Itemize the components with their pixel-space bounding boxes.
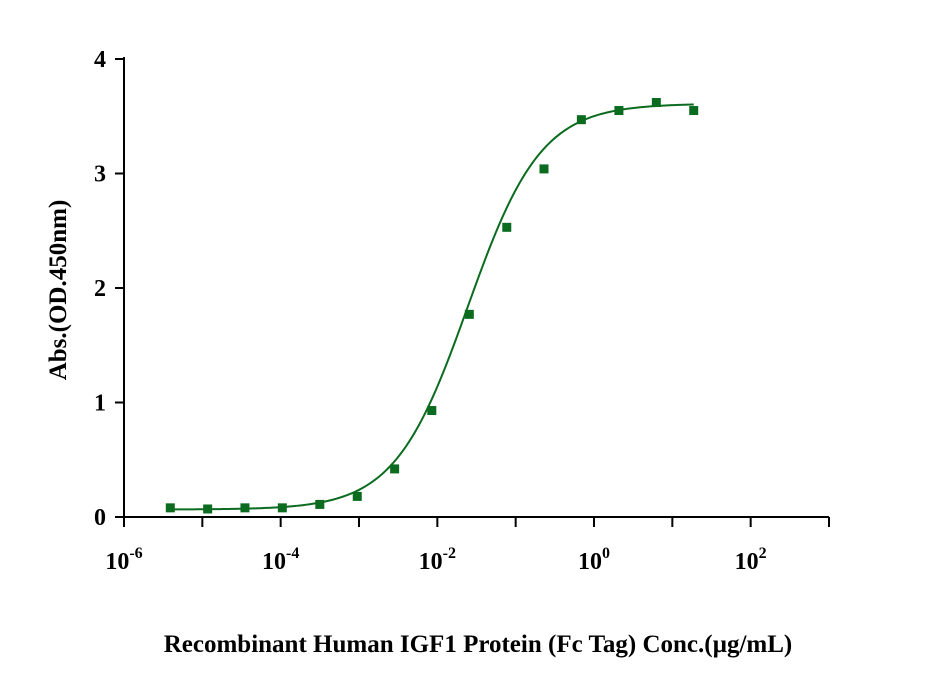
data-point: [277, 503, 287, 513]
data-point: [165, 503, 175, 513]
axes: [115, 57, 830, 527]
data-point: [576, 115, 586, 125]
tick-labels: 0 1 2 3 4 10-6 10-4 10-2 100 102: [94, 47, 767, 575]
data-point: [352, 491, 362, 501]
data-point: [651, 98, 661, 108]
data-point: [390, 464, 400, 474]
x-tick-label: 102: [735, 545, 767, 575]
y-tick-label: 2: [94, 276, 106, 302]
data-point: [539, 164, 549, 174]
y-tick-label: 3: [94, 162, 106, 188]
data-points: [165, 98, 699, 514]
x-tick-label: 10-4: [262, 545, 299, 575]
y-tick-label: 1: [94, 391, 106, 417]
x-tick-label: 10-6: [105, 545, 142, 575]
x-tick-label: 10-2: [419, 545, 456, 575]
data-point: [240, 503, 250, 513]
y-axis-title: Abs.(OD.450nm): [45, 200, 72, 381]
x-axis-title: Recombinant Human IGF1 Protein (Fc Tag) …: [164, 631, 793, 658]
data-point: [614, 106, 624, 116]
data-point: [464, 309, 474, 319]
y-tick-label: 0: [94, 505, 106, 531]
x-tick-label: 100: [578, 545, 610, 575]
y-tick-label: 4: [94, 47, 106, 73]
fit-curve: [170, 103, 694, 511]
fit-curve-group: [170, 103, 694, 511]
data-point: [203, 504, 213, 514]
data-point: [315, 499, 325, 509]
data-point: [502, 222, 512, 232]
data-point: [689, 106, 699, 116]
data-point: [427, 406, 437, 416]
